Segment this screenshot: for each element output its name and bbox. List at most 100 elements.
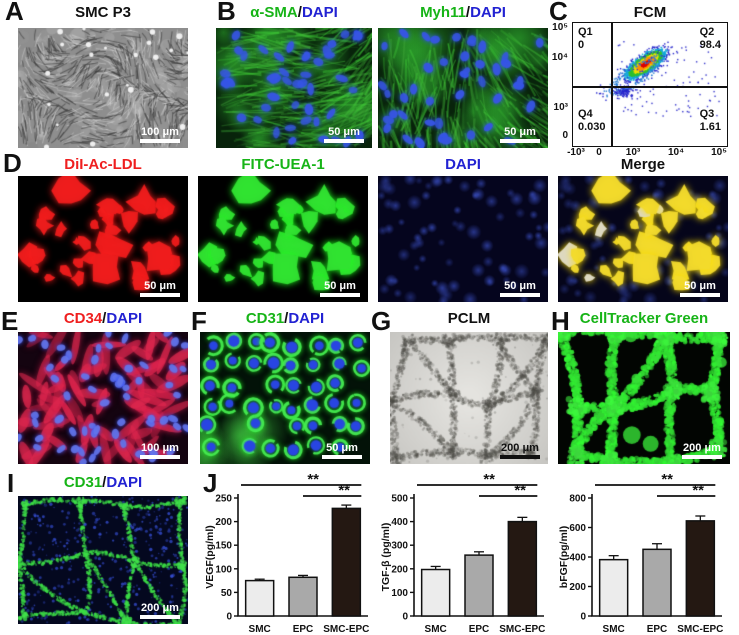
- chart-svg: 0 50 100 150 200 250 SMC EPC SMC-EPC VEGF(pg/ml) *…: [204, 471, 369, 635]
- density-scatter: [573, 23, 726, 145]
- fcm-x-axis-ticks: -10³ 0 10³ 10⁴ 10⁵: [566, 148, 738, 160]
- scale-bar-label: 50 μm: [328, 126, 360, 138]
- svg-text:400: 400: [569, 553, 586, 564]
- svg-text:SMC-EPC: SMC-EPC: [499, 624, 545, 635]
- counterstain-name: DAPI: [106, 474, 143, 491]
- panel-e-micrograph: 100 μm: [18, 332, 188, 464]
- panel-c-title-text: FCM: [633, 4, 667, 21]
- svg-text:250: 250: [215, 494, 232, 505]
- panel-h-title: CellTracker Green: [552, 310, 736, 328]
- stain-name: α-SMA: [250, 4, 298, 21]
- panel-d2-title: FITC-UEA-1: [198, 156, 368, 174]
- svg-text:SMC: SMC: [603, 624, 625, 635]
- quadrant-name: Q3: [699, 107, 715, 120]
- fluorescence-image: [558, 176, 728, 302]
- svg-text:0: 0: [402, 612, 408, 623]
- y-tick: 10⁵: [552, 22, 568, 33]
- svg-text:bFGF(pg/ml): bFGF(pg/ml): [558, 526, 570, 588]
- quadrant-q1: Q1 0: [578, 26, 593, 52]
- title-separator: /: [284, 310, 289, 327]
- panel-a-label: A: [5, 0, 24, 26]
- svg-text:**: **: [692, 482, 704, 499]
- panel-c-title: FCM: [572, 4, 728, 22]
- panel-d-label: D: [3, 148, 22, 178]
- panel-g-micrograph: 200 μm: [390, 332, 548, 464]
- panel-h-title-text: CellTracker Green: [579, 310, 709, 327]
- scale-bar: 100 μm: [140, 127, 180, 143]
- panel-b-label: B: [217, 0, 236, 26]
- fluorescence-image: [558, 332, 730, 464]
- panel-b2-title: Myh11/DAPI: [378, 4, 548, 22]
- fcm-y-axis-ticks: 10⁵ 10⁴ 10³ 0: [542, 22, 570, 147]
- scale-bar-line: [500, 293, 540, 297]
- stain-name: FITC-UEA-1: [241, 156, 325, 173]
- panel-f-label: F: [191, 306, 207, 336]
- quadrant-name: Q1: [578, 26, 593, 38]
- scale-bar-label: 50 μm: [684, 280, 716, 292]
- phase-contrast-image: [390, 332, 548, 464]
- scale-bar: 50 μm: [680, 281, 720, 297]
- panel-e-title: CD34/DAPI: [18, 310, 188, 328]
- panel-h-label: H: [551, 306, 570, 336]
- panel-g-title-text: PCLM: [447, 310, 491, 327]
- quadrant-value: 98.4: [699, 39, 721, 52]
- quadrant-name: Q2: [699, 26, 715, 38]
- fluorescence-image: [378, 28, 548, 148]
- scale-bar-label: 50 μm: [326, 442, 358, 454]
- scale-bar: 200 μm: [140, 603, 180, 619]
- svg-text:500: 500: [391, 494, 408, 505]
- phase-contrast-image: [18, 28, 188, 148]
- scale-bar-line: [320, 293, 360, 297]
- panel-c-label: C: [549, 0, 568, 26]
- stain-name: Myh11: [420, 4, 466, 21]
- svg-text:600: 600: [569, 523, 586, 534]
- counterstain-name: DAPI: [288, 310, 325, 327]
- scale-bar-line: [140, 455, 180, 459]
- svg-text:VEGF(pg/ml): VEGF(pg/ml): [204, 525, 216, 589]
- panel-a-title-text: SMC P3: [75, 4, 131, 21]
- fluorescence-image: [198, 176, 368, 302]
- panel-a-micrograph: 100 μm: [18, 28, 188, 148]
- counterstain-name: DAPI: [106, 310, 143, 327]
- svg-text:SMC: SMC: [249, 624, 271, 635]
- scale-bar-label: 200 μm: [501, 442, 539, 454]
- stain-name: CD34: [63, 310, 103, 327]
- scale-bar-label: 200 μm: [141, 602, 179, 614]
- panel-d4-title: Merge: [558, 156, 728, 174]
- scale-bar-label: 50 μm: [144, 280, 176, 292]
- title-separator: /: [102, 310, 107, 327]
- scale-bar-label: 50 μm: [504, 280, 536, 292]
- quadrant-q2: Q2 98.4: [700, 26, 721, 52]
- svg-text:100: 100: [391, 588, 408, 599]
- panel-d-fitc-uea-1-micrograph: 50 μm: [198, 176, 368, 302]
- panel-i-title: CD31/DAPI: [18, 474, 188, 492]
- panel-g-title: PCLM: [390, 310, 548, 328]
- svg-text:EPC: EPC: [293, 624, 314, 635]
- svg-text:200: 200: [215, 517, 232, 528]
- scale-bar-label: 200 μm: [683, 442, 721, 454]
- panel-d3-title: DAPI: [378, 156, 548, 174]
- svg-text:**: **: [338, 482, 350, 499]
- panel-i-micrograph: 200 μm: [18, 496, 188, 624]
- scale-bar: 100 μm: [140, 443, 180, 459]
- scale-bar-line: [680, 293, 720, 297]
- svg-text:150: 150: [215, 541, 232, 552]
- stain-name: CD31: [245, 310, 285, 327]
- x-tick: 10⁴: [667, 147, 685, 158]
- x-tick: 0: [596, 147, 602, 158]
- stain-name: CD31: [63, 474, 103, 491]
- x-tick: 10⁵: [711, 147, 727, 158]
- svg-text:**: **: [514, 482, 526, 499]
- svg-text:**: **: [307, 474, 319, 488]
- svg-text:TGF-β (pg/ml): TGF-β (pg/ml): [380, 523, 392, 592]
- svg-text:50: 50: [221, 588, 233, 599]
- svg-text:**: **: [483, 474, 495, 488]
- quadrant-q4: Q4 0.030: [578, 108, 606, 134]
- svg-text:**: **: [661, 474, 673, 488]
- bar-chart-bfgf: 0 200 400 600 800 SMC EPC SMC-EPC bFGF(pg/ml) ** *…: [556, 471, 726, 635]
- panel-a-title: SMC P3: [18, 4, 188, 22]
- panel-b2-micrograph: 50 μm: [378, 28, 548, 148]
- scale-bar-label: 100 μm: [141, 442, 179, 454]
- svg-text:SMC-EPC: SMC-EPC: [677, 624, 723, 635]
- title-separator: /: [297, 4, 302, 21]
